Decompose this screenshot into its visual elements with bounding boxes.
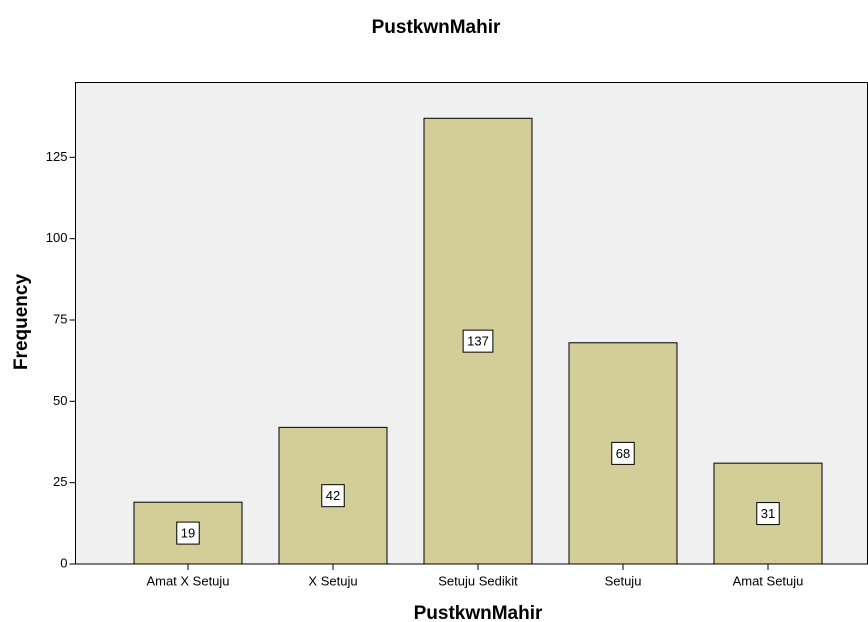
value-label-box bbox=[611, 441, 635, 465]
chart-title: PustkwnMahir bbox=[372, 17, 501, 38]
value-label: 68 bbox=[616, 446, 630, 461]
y-tick-label: 100 bbox=[46, 230, 68, 245]
value-label-box bbox=[321, 484, 345, 508]
value-label: 42 bbox=[326, 488, 340, 503]
x-tick-label: Amat X Setuju bbox=[146, 573, 229, 588]
x-tick-label: Setuju Sedikit bbox=[438, 573, 518, 588]
value-label: 137 bbox=[467, 334, 489, 349]
y-tick-label: 75 bbox=[53, 311, 67, 326]
x-tick-label: Setuju bbox=[605, 573, 642, 588]
y-tick-label: 125 bbox=[46, 149, 68, 164]
value-label-box bbox=[176, 521, 200, 545]
y-tick-label: 0 bbox=[60, 555, 67, 570]
value-label: 31 bbox=[761, 506, 775, 521]
value-label-box bbox=[756, 502, 780, 526]
y-axis-label: Frequency bbox=[11, 274, 32, 371]
x-tick-label: X Setuju bbox=[308, 573, 357, 588]
y-tick-label: 50 bbox=[53, 393, 67, 408]
x-axis-label: PustkwnMahir bbox=[414, 603, 543, 622]
y-tick-label: 25 bbox=[53, 474, 67, 489]
value-label-box bbox=[462, 329, 494, 353]
value-label: 19 bbox=[181, 526, 195, 541]
x-tick-label: Amat Setuju bbox=[733, 573, 804, 588]
